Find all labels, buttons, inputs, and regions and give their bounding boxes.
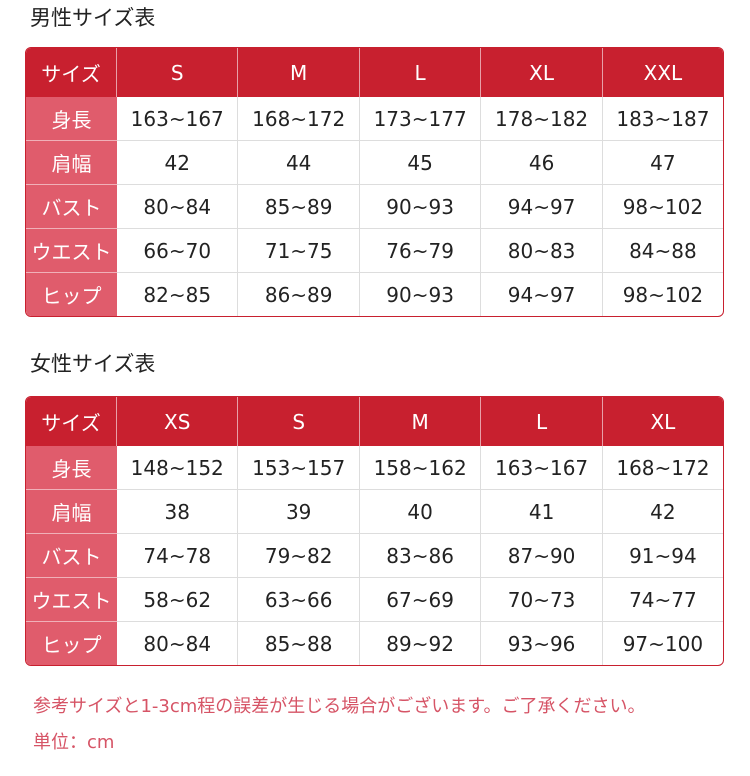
table-cell: 163~167 bbox=[481, 446, 603, 490]
unit-note: 単位：cm bbox=[33, 732, 115, 753]
table-cell: 71~75 bbox=[238, 229, 360, 273]
row-label: ウエスト bbox=[26, 229, 117, 273]
table-cell: 79~82 bbox=[238, 534, 360, 578]
table-cell: 84~88 bbox=[602, 229, 723, 273]
table-cell: 39 bbox=[238, 490, 360, 534]
table-row: ヒップ 80~84 85~88 89~92 93~96 97~100 bbox=[26, 622, 723, 665]
table-row: 身長 148~152 153~157 158~162 163~167 168~172 bbox=[26, 446, 723, 490]
row-label: 肩幅 bbox=[26, 141, 117, 185]
size-header: L bbox=[359, 48, 482, 97]
table-cell: 93~96 bbox=[481, 622, 603, 665]
table-row: 肩幅 42 44 45 46 47 bbox=[26, 141, 723, 185]
size-header: S bbox=[238, 397, 360, 446]
men-size-table-title: 男性サイズ表 bbox=[30, 6, 156, 30]
table-row: ウエスト 66~70 71~75 76~79 80~83 84~88 bbox=[26, 229, 723, 273]
table-cell: 38 bbox=[117, 490, 239, 534]
men-size-table: サイズ S M L XL XXL 身長 163~167 168~172 173~177 178~18… bbox=[25, 47, 724, 317]
table-cell: 89~92 bbox=[360, 622, 482, 665]
header-row: サイズ XS S M L XL bbox=[26, 397, 723, 446]
table-cell: 44 bbox=[238, 141, 360, 185]
size-header-label: サイズ bbox=[26, 397, 117, 446]
table-cell: 94~97 bbox=[481, 273, 603, 316]
table-cell: 82~85 bbox=[117, 273, 239, 316]
table-cell: 163~167 bbox=[117, 97, 239, 141]
table-cell: 47 bbox=[602, 141, 723, 185]
table-cell: 46 bbox=[481, 141, 603, 185]
table-cell: 80~84 bbox=[117, 185, 239, 229]
table-cell: 98~102 bbox=[622, 282, 704, 307]
table-cell: 148~152 bbox=[117, 446, 239, 490]
table-cell: 42 bbox=[117, 141, 239, 185]
size-header: M bbox=[238, 48, 360, 97]
table-cell: 87~90 bbox=[481, 534, 603, 578]
table-cell: 45 bbox=[359, 141, 482, 185]
table-cell: 98~102 bbox=[602, 185, 723, 229]
row-label: ヒップ bbox=[26, 622, 117, 665]
row-label: 身長 bbox=[26, 446, 117, 490]
table-row: ヒップ 82~85 86~89 90~93 94~97 98~102 bbox=[26, 273, 723, 316]
table-cell: 94~97 bbox=[481, 185, 603, 229]
table-cell: 70~73 bbox=[481, 578, 603, 622]
table-cell: 86~89 bbox=[238, 273, 360, 316]
table-cell: 80~83 bbox=[481, 229, 603, 273]
table-cell: 91~94 bbox=[602, 534, 723, 578]
disclaimer-note: 参考サイズと1-3cm程の誤差が生じる場合がございます。ご了承ください。 bbox=[33, 696, 646, 717]
size-header: XS bbox=[117, 397, 239, 446]
table-cell: 83~86 bbox=[359, 534, 482, 578]
row-label: バスト bbox=[26, 534, 117, 578]
size-header: M bbox=[359, 397, 482, 446]
table-cell: 178~182 bbox=[481, 97, 603, 141]
size-header: XXL bbox=[602, 48, 723, 97]
header-row: サイズ S M L XL XXL bbox=[26, 48, 723, 97]
size-header: S bbox=[117, 48, 239, 97]
table-cell: 67~69 bbox=[359, 578, 482, 622]
table-row: 身長 163~167 168~172 173~177 178~182 183~187 bbox=[26, 97, 723, 141]
table-cell: 173~177 bbox=[359, 97, 482, 141]
table-cell: 63~66 bbox=[238, 578, 360, 622]
size-header-label: サイズ bbox=[26, 48, 117, 97]
table-row: ウエスト 58~62 63~66 67~69 70~73 74~77 bbox=[26, 578, 723, 622]
table-cell: 90~93 bbox=[359, 185, 482, 229]
table-cell: 90~93 bbox=[360, 273, 482, 316]
table-cell: 168~172 bbox=[238, 97, 360, 141]
table-cell: 74~77 bbox=[602, 578, 723, 622]
table-cell: 183~187 bbox=[602, 97, 723, 141]
table-cell: 66~70 bbox=[117, 229, 239, 273]
size-header: L bbox=[481, 397, 603, 446]
table-cell: 58~62 bbox=[117, 578, 239, 622]
table-cell: 80~84 bbox=[117, 622, 239, 665]
table-row: 肩幅 38 39 40 41 42 bbox=[26, 490, 723, 534]
table-cell: 97~100 bbox=[622, 631, 704, 656]
row-label: ウエスト bbox=[26, 578, 117, 622]
table-cell: 158~162 bbox=[359, 446, 482, 490]
row-label: 肩幅 bbox=[26, 490, 117, 534]
table-cell: 168~172 bbox=[602, 446, 723, 490]
row-label: 身長 bbox=[26, 97, 117, 141]
table-cell: 41 bbox=[481, 490, 603, 534]
table-cell: 85~88 bbox=[238, 622, 360, 665]
table-cell: 42 bbox=[602, 490, 723, 534]
table-cell: 85~89 bbox=[238, 185, 360, 229]
row-label: バスト bbox=[26, 185, 117, 229]
size-header: XL bbox=[481, 48, 603, 97]
table-cell: 76~79 bbox=[359, 229, 482, 273]
women-size-table-title: 女性サイズ表 bbox=[30, 352, 156, 376]
table-row: バスト 80~84 85~89 90~93 94~97 98~102 bbox=[26, 185, 723, 229]
women-size-table: サイズ XS S M L XL 身長 148~152 153~157 158~162 163~167… bbox=[25, 396, 724, 666]
table-row: バスト 74~78 79~82 83~86 87~90 91~94 bbox=[26, 534, 723, 578]
table-cell: 153~157 bbox=[238, 446, 360, 490]
table-cell: 40 bbox=[359, 490, 482, 534]
row-label: ヒップ bbox=[26, 273, 117, 316]
size-header: XL bbox=[602, 397, 723, 446]
table-cell: 74~78 bbox=[117, 534, 239, 578]
